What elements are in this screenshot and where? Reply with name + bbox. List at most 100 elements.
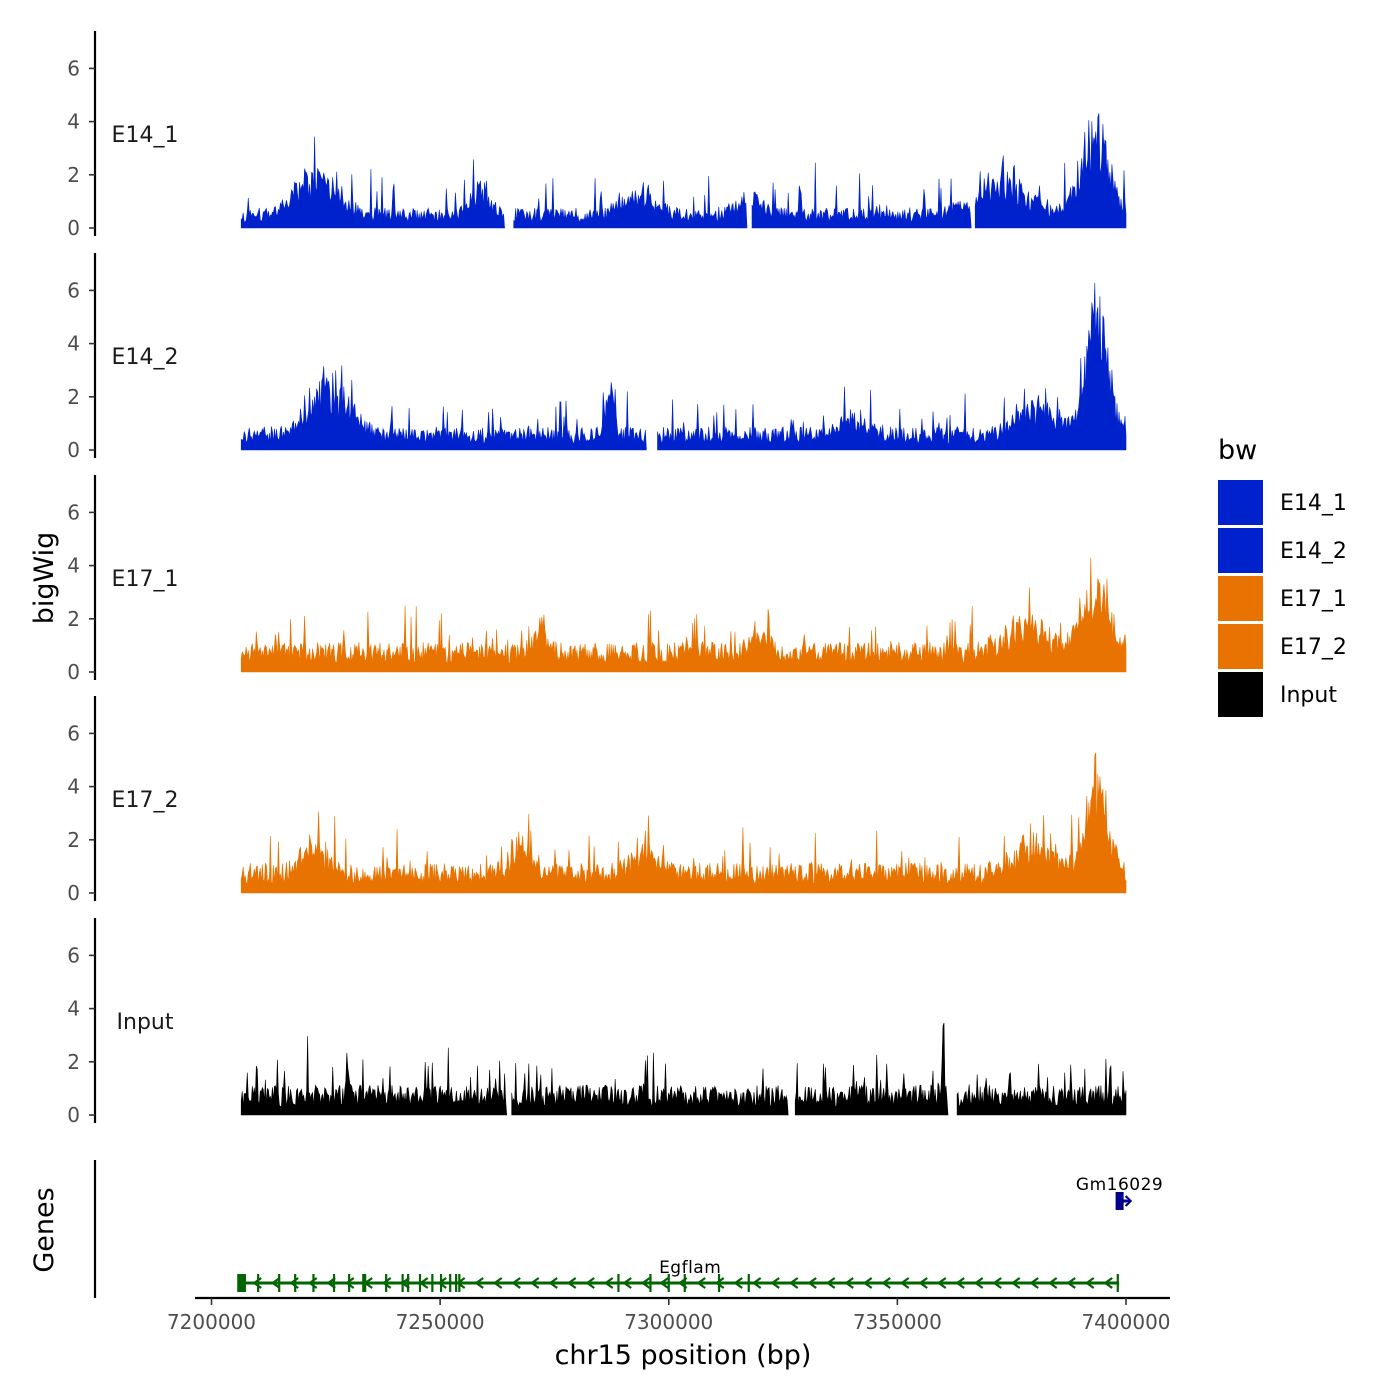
gene-exon <box>667 1274 670 1292</box>
track-label: E14_1 <box>112 123 179 148</box>
signal-area <box>240 1022 1127 1116</box>
legend-swatch <box>1218 576 1263 621</box>
legend-label: Input <box>1280 683 1337 708</box>
legend-label: E14_1 <box>1280 491 1347 516</box>
signal-area <box>240 752 1127 894</box>
legend-item: E17_2 <box>1218 624 1347 669</box>
gene-exon <box>747 1274 750 1292</box>
strand-arrow <box>326 1277 336 1289</box>
strand-arrow <box>474 1277 484 1289</box>
gene-exon <box>449 1274 452 1292</box>
gene-exon <box>348 1274 351 1292</box>
track-label: E17_1 <box>112 567 179 592</box>
gene-exon <box>294 1274 297 1292</box>
strand-arrow <box>844 1277 854 1289</box>
strand-arrow <box>788 1277 799 1289</box>
strand-arrow <box>1010 1277 1021 1289</box>
strand-arrow <box>1103 1277 1113 1289</box>
strand-arrow <box>603 1277 614 1289</box>
strand-arrow <box>936 1277 947 1289</box>
strand-arrow <box>1047 1277 1058 1289</box>
gene-exon <box>362 1274 365 1292</box>
legend-item: E17_1 <box>1218 576 1347 621</box>
y-tick-label: 2 <box>67 828 80 852</box>
gene-exon <box>717 1274 721 1292</box>
gene-label: Gm16029 <box>1076 1175 1163 1195</box>
y-tick-label: 0 <box>67 881 80 905</box>
track-e14-2: 0 2 4 6 E14_2 <box>67 253 1127 462</box>
legend-swatch <box>1218 672 1263 717</box>
strand-arrow <box>363 1277 373 1289</box>
strand-arrow <box>400 1277 410 1289</box>
strand-arrow <box>1029 1277 1039 1289</box>
gene-exon <box>407 1274 410 1292</box>
strand-arrow <box>252 1277 262 1289</box>
strand-arrow <box>807 1277 817 1289</box>
strand-arrow <box>511 1277 521 1289</box>
y-tick-label: 6 <box>67 278 80 302</box>
y-tick-label: 4 <box>67 775 80 799</box>
gene-exon <box>649 1274 652 1292</box>
track-label: E17_2 <box>112 788 179 813</box>
y-tick-label: 4 <box>67 332 80 356</box>
gene-exon <box>1116 1274 1119 1292</box>
strand-arrow <box>825 1277 836 1289</box>
strand-arrow <box>1119 1195 1133 1207</box>
y-tick-label: 6 <box>67 721 80 745</box>
x-tick-label: 7200000 <box>167 1310 256 1334</box>
legend-swatch <box>1218 480 1263 525</box>
signal-area <box>240 113 1127 229</box>
signal-tracks: 0 2 4 6 E14_1 0 2 4 6 E14_2 0 2 4 6 E17_1 0 2 4 6 E17_2 0 2 4 6… <box>67 31 1127 1127</box>
strand-arrow <box>881 1277 891 1289</box>
strand-arrow <box>529 1277 540 1289</box>
strand-arrow <box>677 1277 688 1289</box>
strand-arrow <box>955 1277 965 1289</box>
strand-arrow <box>1084 1277 1095 1289</box>
strand-arrow <box>622 1277 632 1289</box>
strand-arrow <box>973 1277 984 1289</box>
strand-arrow <box>862 1277 873 1289</box>
legend-swatch <box>1218 624 1263 669</box>
strand-arrow <box>733 1277 743 1289</box>
legend-item: Input <box>1218 672 1337 717</box>
y-tick-label: 2 <box>67 607 80 631</box>
strand-arrow <box>270 1277 281 1289</box>
genes-panel: Egflam Gm16029 <box>93 1160 1163 1298</box>
x-axis: 7200000 7250000 7300000 7350000 7400000 <box>167 1296 1171 1334</box>
y-tick-label: 0 <box>67 1103 80 1127</box>
signal-area <box>240 282 1127 451</box>
gene-egflam: Egflam <box>237 1258 1120 1292</box>
gene-exon <box>243 1274 246 1292</box>
strand-arrow <box>455 1277 466 1289</box>
gene-exon <box>278 1274 281 1292</box>
y-tick-label: 2 <box>67 163 80 187</box>
y-tick-label: 0 <box>67 438 80 462</box>
y-axis-title: bigWig <box>29 532 60 625</box>
x-tick-label: 7400000 <box>1081 1310 1170 1334</box>
legend-item: E14_1 <box>1218 480 1347 525</box>
y-tick-label: 2 <box>67 385 80 409</box>
strand-arrow <box>751 1277 762 1289</box>
gene-gm16029: Gm16029 <box>1076 1175 1163 1210</box>
x-tick-label: 7300000 <box>624 1310 713 1334</box>
track-label: E14_2 <box>112 345 179 370</box>
gene-exon <box>683 1274 686 1292</box>
strand-arrow <box>770 1277 780 1289</box>
x-tick-label: 7350000 <box>853 1310 942 1334</box>
strand-arrow <box>992 1277 1002 1289</box>
y-tick-label: 4 <box>67 554 80 578</box>
y-tick-label: 6 <box>67 500 80 524</box>
strand-arrow <box>659 1277 669 1289</box>
legend-label: E17_1 <box>1280 587 1347 612</box>
strand-arrow <box>307 1277 318 1289</box>
strand-arrow <box>344 1277 355 1289</box>
gene-exon <box>257 1274 260 1292</box>
strand-arrow <box>918 1277 928 1289</box>
gene-exon <box>312 1274 315 1292</box>
signal-area <box>240 557 1127 673</box>
gene-exon <box>431 1274 434 1292</box>
strand-arrow <box>714 1277 725 1289</box>
legend-item: E14_2 <box>1218 528 1347 573</box>
legend: bw E14_1 E14_2 E17_1 E17_2 Input <box>1218 435 1347 717</box>
strand-arrow <box>566 1277 577 1289</box>
